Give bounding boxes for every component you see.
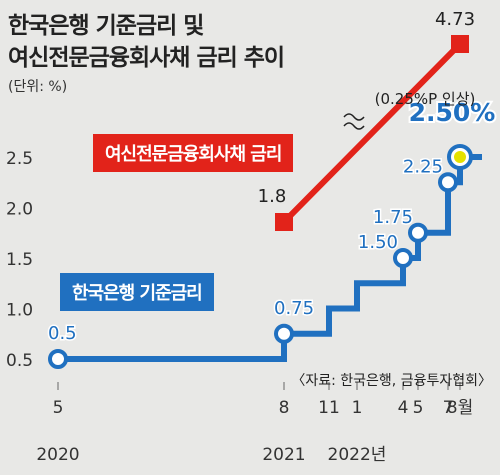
data-point-base-rate xyxy=(408,222,428,243)
data-point-bond-end xyxy=(451,35,469,53)
x-tick-label: 5 xyxy=(53,398,64,418)
x-tick-label: 1 xyxy=(352,398,363,418)
x-tick-label: 7 xyxy=(443,398,454,418)
x-year-label: 2020 xyxy=(36,445,79,465)
data-label-base-rate: 2.50% xyxy=(409,98,496,127)
source-note: 〈자료: 한국은행, 금융투자협회〉 xyxy=(291,373,492,389)
data-point-base-rate xyxy=(393,248,413,268)
x-tick-label: 11 xyxy=(318,398,340,418)
data-label-base-rate: 2.25 xyxy=(403,156,443,177)
data-label-base-rate: 0.75 xyxy=(274,298,314,319)
data-label-bond-end: 4.73 xyxy=(435,9,475,30)
data-label-bond-start: 1.8 xyxy=(258,186,287,207)
chart-title-line2: 여신전문금융회사채 금리 추이 xyxy=(8,45,285,71)
y-tick-label: 1.5 xyxy=(6,250,33,270)
x-tick-label: 8월 xyxy=(447,398,473,418)
x-year-label: 2021 xyxy=(262,445,305,465)
data-point-base-rate xyxy=(48,349,68,369)
unit-label: (단위: %) xyxy=(8,79,68,95)
x-tick-label: 8 xyxy=(279,398,290,418)
y-tick-label: 0.5 xyxy=(6,351,33,371)
y-tick-label: 2.5 xyxy=(6,149,33,169)
series-line-bond-rate xyxy=(281,41,463,225)
data-label-base-rate: 0.5 xyxy=(48,323,77,344)
annotation-rate-hike: (0.25%P 인상) xyxy=(375,90,476,108)
data-label-base-rate: 1.50 xyxy=(358,232,398,253)
data-point-base-rate xyxy=(274,323,294,344)
x-tick-label: 5 xyxy=(413,398,424,418)
data-point-base-rate xyxy=(438,172,458,193)
data-point-bond-start xyxy=(275,213,293,231)
data-point-base-rate-highlight xyxy=(454,151,466,163)
chart-title-line1: 한국은행 기준금리 및 xyxy=(8,13,204,39)
y-tick-label: 1.0 xyxy=(6,301,33,321)
axis-break-mark xyxy=(343,113,365,130)
y-tick-label: 2.0 xyxy=(6,200,33,220)
x-tick-label: 4 xyxy=(398,398,409,418)
data-label-base-rate: 1.75 xyxy=(373,207,413,228)
x-year-label: 2022년 xyxy=(328,445,387,465)
legend-base-rate: 한국은행 기준금리 xyxy=(60,273,214,311)
legend-kdb-bond-rate: 여신전문금융회사채 금리 xyxy=(93,134,294,172)
